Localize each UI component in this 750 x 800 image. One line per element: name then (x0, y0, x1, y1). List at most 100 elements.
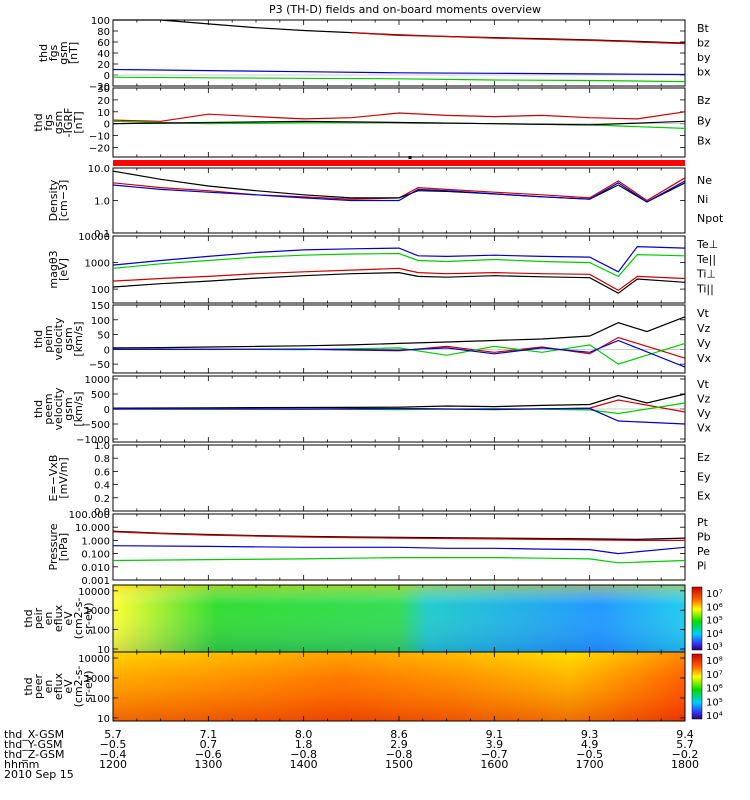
panel-10: 10⁸ 10⁷ 10⁶ 10⁵ 10⁴ 10000 1000 100 10 thdpeerenef… (22, 651, 723, 725)
ephemeris-value: 8.0 (295, 728, 313, 741)
series-line-Pi (112, 545, 686, 555)
legend-entry: Vx (697, 422, 712, 435)
ephemeris-value: 8.6 (390, 728, 408, 741)
ephemeris-value: −0.8 (290, 748, 317, 761)
legend-entry: by (697, 51, 711, 64)
y-tick-label: 1000 (85, 375, 110, 386)
ephemeris-value: 1400 (290, 758, 318, 771)
series-line-Bx (112, 120, 686, 126)
series-line-Vt (112, 393, 686, 409)
ephemeris-row-label: thd_Y-GSM (4, 738, 63, 751)
ephemeris-value: −0.5 (576, 748, 603, 761)
colorbar-label: 10⁴ (706, 629, 723, 640)
y-axis-label: Pressure (47, 523, 60, 570)
panel-4: 10000 1000 100 magθ3[eV] Te⊥ Te|| Ti⊥Ti|| (47, 232, 718, 304)
legend-entry: Bz (697, 94, 711, 107)
legend-entry: Pi (697, 560, 706, 573)
ephemeris-value: 1500 (385, 758, 413, 771)
y-tick-label: 0.100 (81, 550, 110, 561)
ephemeris-value: 1600 (480, 758, 508, 771)
ephemeris-row-label: thd_Z-GSM (4, 748, 64, 761)
y-tick-label: 10.0 (88, 164, 110, 175)
y-axis-label: sr-eV) (82, 602, 95, 634)
y-axis-label: thd (32, 400, 45, 418)
ephemeris-value: −0.7 (481, 748, 508, 761)
y-tick-label: 0 (104, 120, 110, 131)
legend-entry: Vt (697, 307, 710, 320)
legend-entry: Te⊥ (696, 238, 718, 251)
y-tick-label: −1000 (76, 435, 110, 446)
ephemeris-value: −0.2 (672, 748, 699, 761)
y-tick-label: 30 (97, 84, 110, 95)
y-axis-label: -IGRF (62, 108, 75, 138)
y-tick-label: −500 (83, 420, 110, 431)
ephemeris-value: 9.3 (581, 728, 599, 741)
series-line-Ne (112, 177, 686, 202)
series-line-Bz (112, 111, 686, 122)
series-line-Vt (112, 316, 686, 349)
figure-title: P3 (TH-D) fields and on-board moments ov… (269, 3, 541, 16)
panel-8: 100.000 10.000 1.000 0.100 0.010 0.001 Pressur… (47, 510, 711, 587)
ephemeris-row-label: thd_X-GSM (4, 728, 64, 741)
y-axis-label: E=−VxB (47, 455, 60, 502)
y-tick-label: −10 (89, 132, 110, 143)
series-line-Te⊥ (112, 267, 686, 292)
y-tick-label: 10 (97, 645, 110, 656)
legend-entry: Vx (697, 352, 712, 365)
ephemeris-value: 3.9 (486, 738, 504, 751)
y-axis-label: peem (42, 393, 55, 424)
y-tick-label: 50 (97, 331, 110, 342)
y-axis-label: thd (22, 677, 35, 695)
y-axis-label: eflux (52, 604, 65, 632)
ephemeris-value: 1700 (576, 758, 604, 771)
y-axis-label: gsm (62, 327, 75, 350)
y-tick-label: 10 (97, 714, 110, 725)
y-axis-label: (cm2-s- (72, 598, 85, 640)
y-tick-label: 0.6 (94, 467, 110, 478)
y-axis-label: [mV/m] (57, 457, 70, 498)
ephemeris-value: −0.5 (100, 738, 127, 751)
series-line-Vy (113, 342, 686, 365)
series-line-by (112, 76, 686, 83)
y-tick-label: −50 (89, 360, 110, 371)
colorbar-label: 10⁷ (706, 670, 723, 681)
y-tick-label: 1000 (85, 259, 110, 270)
panel-3: 10.0 1.0 0.1 Density[cm−3] Ne Ni Npot (47, 164, 724, 240)
ephemeris-value: 1300 (194, 758, 222, 771)
y-axis-label: thd (32, 330, 45, 348)
y-tick-label: 0.010 (81, 563, 110, 574)
y-axis-label: [km/s] (72, 391, 85, 426)
panel-frame (112, 235, 686, 304)
legend-entry: Te|| (696, 253, 716, 266)
legend-entry: Bt (697, 22, 710, 35)
y-tick-label: 1000 (85, 606, 110, 617)
y-tick-label: 60 (97, 38, 110, 49)
y-tick-label: 1.0 (94, 197, 110, 208)
legend-entry: Ex (697, 490, 711, 503)
legend-entry: Pt (697, 516, 709, 529)
series-line-Pb (112, 531, 685, 542)
y-tick-label: 10000 (78, 654, 110, 665)
series-line-Te|| (112, 271, 686, 294)
y-axis-label: velocity (52, 317, 65, 360)
y-tick-label: 0.1 (94, 229, 110, 240)
y-axis-label: sr-eV) (82, 670, 95, 702)
y-tick-label: −20 (89, 82, 110, 93)
legend-entry: Ti⊥ (696, 268, 716, 281)
legend-entry: Pb (697, 531, 711, 544)
data-flag-bar (113, 160, 685, 166)
colorbar-label: 10⁶ (706, 602, 723, 613)
ephemeris-value: 5.7 (676, 738, 694, 751)
ephemeris-value: 9.1 (486, 728, 504, 741)
colorbar-label: 10⁷ (706, 589, 723, 600)
panel-frame (112, 304, 686, 374)
series-line-bz (351, 32, 686, 45)
y-axis-label: eV (62, 679, 75, 694)
y-tick-label: 0.2 (94, 494, 110, 505)
y-axis-label: fgs (42, 114, 55, 131)
y-axis-label: gsm (62, 397, 75, 420)
series-line-bx (112, 68, 686, 76)
legend-entry: Ey (697, 470, 711, 483)
colorbar-label: 10⁵ (706, 697, 723, 708)
